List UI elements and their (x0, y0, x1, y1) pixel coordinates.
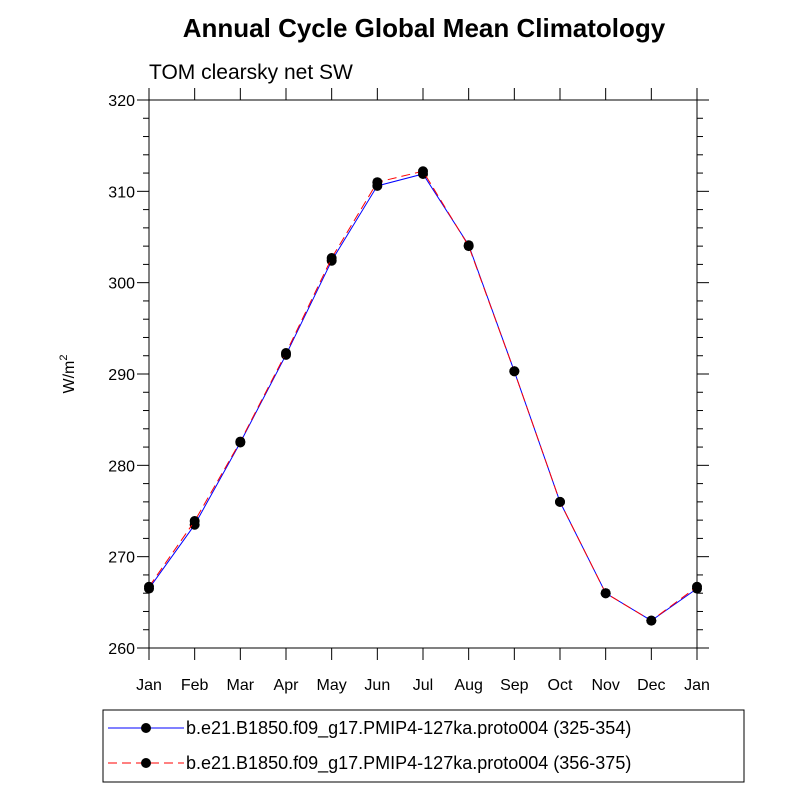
series-2-point (189, 516, 200, 527)
legend-label-1: b.e21.B1850.f09_g17.PMIP4-127ka.proto004… (186, 718, 631, 739)
x-tick-label: Oct (548, 677, 573, 694)
x-tick-label: Nov (591, 677, 619, 694)
series-2-point (418, 166, 428, 177)
x-tick-label: Feb (181, 677, 209, 694)
legend: b.e21.B1850.f09_g17.PMIP4-127ka.proto004… (102, 709, 745, 783)
series-2-point (555, 496, 565, 507)
series-2-point (372, 177, 383, 188)
series-2-point (463, 241, 474, 252)
plot-frame (148, 99, 698, 649)
legend-box (102, 709, 745, 783)
series-2-point (509, 366, 520, 377)
x-tick-label: Mar (227, 677, 255, 694)
x-tick-label: Jan (136, 677, 162, 694)
y-tick-label: 310 (108, 184, 135, 201)
series-2-point (235, 436, 246, 447)
y-tick-label: 260 (108, 641, 135, 658)
y-tick-label: 280 (108, 458, 135, 475)
x-tick-label: Sep (500, 677, 529, 694)
series-2-point (326, 253, 337, 264)
y-tick-label: 300 (108, 276, 135, 293)
series-2-point (600, 588, 611, 599)
chart-title: Annual Cycle Global Mean Climatology (183, 13, 666, 43)
legend-marker-1 (141, 723, 151, 733)
x-tick-label: May (317, 677, 347, 694)
x-tick-label: Jun (364, 677, 390, 694)
y-tick-label: 320 (108, 93, 135, 110)
y-axis-label: W/m2 (58, 355, 78, 394)
x-tick-label: Dec (637, 677, 665, 694)
series-line-1 (148, 173, 698, 622)
series-2-point (646, 615, 657, 626)
plot-area: 260 270 280 290 300 310 320 Jan Feb Mar Apr May Jun J… (108, 88, 710, 694)
chart-subtitle: TOM clearsky net SW (149, 61, 353, 84)
series-2-point (144, 581, 154, 592)
series-2-point (692, 581, 702, 592)
y-axis-label-superscript: 2 (58, 355, 70, 361)
series-2-point (281, 347, 291, 358)
y-axis-label-text: W/m (61, 361, 78, 394)
series-line-2 (148, 170, 698, 622)
legend-marker-2 (141, 758, 151, 768)
x-tick-label: Jul (413, 677, 433, 694)
y-tick-label: 270 (108, 550, 135, 567)
x-tick-label: Apr (274, 677, 300, 694)
y-tick-label: 290 (108, 367, 135, 384)
x-tick-label: Jan (684, 677, 710, 694)
legend-label-2: b.e21.B1850.f09_g17.PMIP4-127ka.proto004… (186, 753, 631, 774)
x-tick-label: Aug (454, 677, 482, 694)
